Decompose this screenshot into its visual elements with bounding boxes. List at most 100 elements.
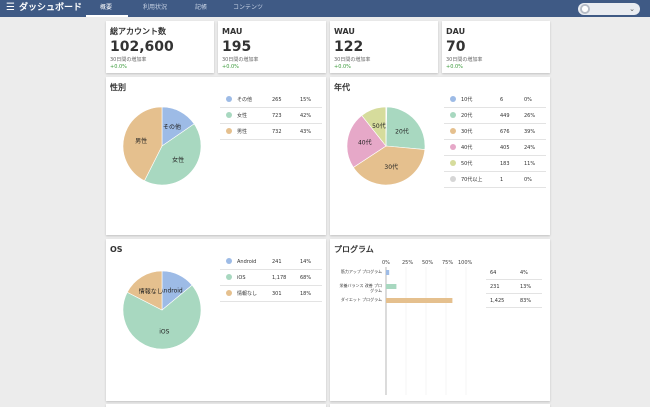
legend-percent: 68%: [300, 275, 312, 281]
age-legend-table: 10代 6 0% 20代 449 26% 30代 676 39% 40代 405…: [444, 92, 546, 192]
tab-records[interactable]: 記帳: [195, 4, 208, 11]
legend-count: 676: [500, 129, 510, 135]
legend-row: 30代 676 39%: [444, 124, 546, 140]
stat-growth: +0.0%: [222, 64, 239, 70]
chevron-down-icon: ⌄: [629, 5, 635, 13]
legend-percent: 42%: [300, 113, 312, 119]
legend-row: 1,425 83%: [486, 294, 542, 308]
legend-swatch: [226, 96, 232, 102]
legend-count: 732: [272, 129, 282, 135]
legend-count: 265: [272, 97, 282, 103]
stat-subtitle: 30日間の増加率: [110, 57, 147, 63]
legend-swatch: [450, 160, 456, 166]
legend-row: 女性 723 42%: [220, 108, 322, 124]
program-count: 64: [490, 270, 497, 276]
program-count: 1,425: [490, 298, 505, 304]
legend-count: 183: [500, 161, 510, 167]
legend-percent: 0%: [524, 177, 532, 183]
legend-label: 70代以上: [461, 177, 483, 183]
pie-slice: [385, 106, 426, 150]
legend-row: 231 13%: [486, 280, 542, 294]
legend-swatch: [226, 112, 232, 118]
legend-swatch: [450, 96, 456, 102]
legend-percent: 15%: [300, 97, 312, 103]
legend-swatch: [450, 176, 456, 182]
legend-percent: 43%: [300, 129, 312, 135]
legend-row: 男性 732 43%: [220, 124, 322, 140]
legend-count: 1,178: [272, 275, 287, 281]
pie-slice: [126, 270, 163, 311]
program-bar: [386, 284, 397, 289]
bar-tick-label: 100%: [458, 260, 473, 266]
gender-card: 性別 その他 女性 男性 その他 265 15% 女性 723 42% 男性 732…: [106, 77, 326, 235]
program-percent: 4%: [520, 270, 528, 276]
stat-card-mau: MAU 195 30日間の増加率 +0.0%: [218, 21, 326, 73]
pie-slice-label: 情報なし: [139, 288, 163, 296]
card-title: 性別: [110, 83, 126, 92]
tab-overview[interactable]: 概要: [100, 4, 113, 11]
program-bar: [386, 298, 453, 303]
pie-slice-label: 30代: [384, 163, 398, 171]
user-icon: ●: [580, 4, 590, 14]
program-card: プログラム 0% 25% 50% 75% 100% 筋力アップ プログラム 栄養…: [330, 239, 550, 401]
stat-card-total-accounts: 総アカウント数 102,600 30日間の増加率 +0.0%: [106, 21, 214, 73]
stat-label: MAU: [222, 27, 243, 36]
stat-value: 102,600: [110, 39, 174, 55]
legend-row: 情報なし 301 18%: [220, 286, 322, 302]
bar-tick-label: 25%: [402, 260, 414, 266]
bar-category-label: 筋力アップ プログラム: [340, 269, 382, 274]
legend-swatch: [226, 274, 232, 280]
user-menu[interactable]: ● ⌄: [578, 3, 640, 15]
legend-percent: 26%: [524, 113, 536, 119]
age-card: 年代 20代 30代 40代 50代 10代 6 0% 20代 449 26% 30代…: [330, 77, 550, 235]
legend-count: 449: [500, 113, 510, 119]
stat-growth: +0.0%: [334, 64, 351, 70]
bar-tick-label: 75%: [442, 260, 454, 266]
program-value-table: 64 4% 231 13% 1,425 83%: [486, 266, 542, 311]
card-title: 年代: [334, 83, 350, 92]
stat-value: 70: [446, 39, 466, 55]
stat-growth: +0.0%: [110, 64, 127, 70]
stat-label: WAU: [334, 27, 355, 36]
legend-percent: 14%: [300, 259, 312, 265]
legend-row: その他 265 15%: [220, 92, 322, 108]
program-count: 231: [490, 284, 500, 290]
legend-count: 6: [500, 97, 504, 103]
stat-label: DAU: [446, 27, 466, 36]
pie-slice: [122, 106, 163, 182]
app-title: ダッシュボード: [19, 3, 83, 13]
pie-slice: [122, 284, 202, 350]
legend-percent: 11%: [524, 161, 536, 167]
legend-percent: 24%: [524, 145, 536, 151]
bar-tick-label: 50%: [422, 260, 434, 266]
age-pie-chart: 20代 30代 40代 50代: [346, 106, 426, 186]
legend-row: 20代 449 26%: [444, 108, 546, 124]
pie-slice: [144, 123, 202, 186]
card-title: OS: [110, 245, 123, 254]
pie-slice-label: Android: [160, 288, 183, 295]
legend-label: 30代: [461, 129, 473, 135]
card-title: プログラム: [334, 245, 374, 254]
pie-slice: [346, 115, 387, 168]
tab-usage[interactable]: 利用状況: [143, 4, 168, 11]
legend-row: iOS 1,178 68%: [220, 270, 322, 286]
program-bar-chart: [385, 267, 467, 395]
legend-swatch: [450, 144, 456, 150]
os-card: OS Android iOS 情報なし Android 241 14% iOS 1,…: [106, 239, 326, 401]
legend-swatch: [450, 112, 456, 118]
hamburger-icon[interactable]: ☰: [6, 2, 15, 13]
tab-contents[interactable]: コンテンツ: [233, 4, 264, 11]
pie-slice-label: 40代: [358, 139, 372, 147]
legend-label: 20代: [461, 113, 473, 119]
legend-label: 男性: [237, 129, 248, 135]
legend-label: その他: [237, 97, 253, 103]
pie-slice-label: その他: [163, 123, 181, 131]
legend-label: Android: [237, 259, 257, 265]
os-legend-table: Android 241 14% iOS 1,178 68% 情報なし 301 1…: [220, 254, 322, 304]
stat-card-dau: DAU 70 30日間の増加率 +0.0%: [442, 21, 550, 73]
top-bar: ☰ ダッシュボード 概要 利用状況 記帳 コンテンツ ● ⌄: [0, 0, 650, 17]
legend-label: 40代: [461, 145, 473, 151]
legend-row: 64 4%: [486, 266, 542, 280]
legend-count: 723: [272, 113, 282, 119]
legend-row: Android 241 14%: [220, 254, 322, 270]
